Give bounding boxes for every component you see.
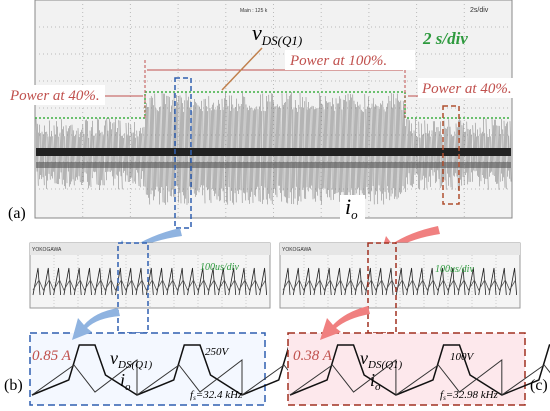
trace xyxy=(289,358,550,396)
power-label: Power at 40%. xyxy=(9,88,100,104)
freq-label: fs=32.4 kHz xyxy=(190,389,243,402)
power-label: Power at 40%. xyxy=(421,81,512,97)
trace xyxy=(282,267,517,296)
panel-label: (a) xyxy=(8,205,26,222)
zoom-box xyxy=(117,242,149,334)
freq-value: =32.4 kHz xyxy=(196,389,243,401)
sub: o xyxy=(375,381,381,393)
panel-label: (c) xyxy=(530,377,548,394)
time-div: 100us/div xyxy=(435,264,474,275)
i: i xyxy=(345,194,351,219)
sub: o xyxy=(351,207,358,222)
scope-b xyxy=(29,242,271,309)
vds-label: vDS(Q1) xyxy=(110,348,153,371)
sub: o xyxy=(125,381,131,393)
time-div: 2 s/div xyxy=(422,29,468,48)
i: i xyxy=(120,370,125,390)
panel-label: (b) xyxy=(4,377,23,394)
zoom-box xyxy=(174,77,192,229)
freq-label: fs=32.98 kHz xyxy=(440,389,499,402)
trace-band xyxy=(36,162,511,168)
trace xyxy=(31,358,348,396)
trace xyxy=(32,279,266,291)
voltage-label: 250V xyxy=(205,346,230,358)
v: v xyxy=(110,348,118,368)
sub: DS(Q1) xyxy=(261,33,302,48)
time-div: 100us/div xyxy=(200,262,239,273)
io-label: io xyxy=(120,370,131,393)
power-label: Power at 100%. xyxy=(289,53,387,69)
header xyxy=(280,243,520,255)
trace-band xyxy=(36,148,511,156)
arrow xyxy=(320,306,370,340)
trace xyxy=(282,279,516,291)
trace xyxy=(32,267,267,296)
arrow xyxy=(72,308,120,340)
label-bg xyxy=(5,85,105,105)
zoom-box xyxy=(442,105,460,205)
grid xyxy=(35,0,512,218)
envelope xyxy=(35,91,510,119)
brand: YOKOGAWA xyxy=(282,247,312,253)
sub: s xyxy=(193,394,196,402)
v: v xyxy=(252,20,262,45)
io-label: io xyxy=(345,194,358,222)
voltage-label: 100V xyxy=(450,351,475,363)
scope-timebase: 2s/div xyxy=(470,7,489,14)
brand: YOKOGAWA xyxy=(32,247,62,253)
pointer xyxy=(221,47,263,91)
scope-header: Main : 125 k xyxy=(240,8,268,14)
current-label: 0.85 A xyxy=(32,348,72,364)
vds-label: vDS(Q1) xyxy=(360,348,403,371)
label-bg xyxy=(285,50,415,70)
scope-c xyxy=(279,242,521,309)
trace xyxy=(289,344,550,396)
label-bg xyxy=(340,195,365,223)
current-label: 0.38 A xyxy=(293,348,333,364)
freq-value: =32.98 kHz xyxy=(446,389,499,401)
f: f xyxy=(440,389,445,401)
zoom-waveform xyxy=(289,344,550,396)
label-bg xyxy=(418,78,518,98)
header xyxy=(30,243,270,255)
sub: DS(Q1) xyxy=(367,359,403,371)
i: i xyxy=(370,370,375,390)
io-label: io xyxy=(370,370,381,393)
f: f xyxy=(190,389,195,401)
sub: s xyxy=(443,394,446,402)
v: v xyxy=(360,348,368,368)
vds-label: vDS(Q1) xyxy=(252,20,302,48)
sub: DS(Q1) xyxy=(117,359,153,371)
